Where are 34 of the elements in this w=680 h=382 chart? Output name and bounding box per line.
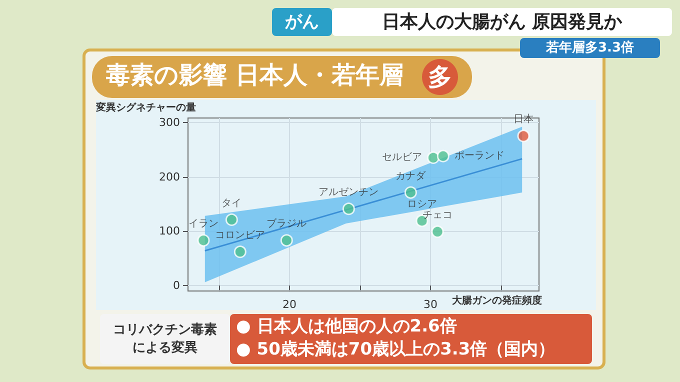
data-label: ポーランド: [454, 150, 504, 162]
data-label: セルビア: [382, 152, 422, 164]
text: 若年層多3.3倍: [544, 40, 634, 56]
point: [280, 234, 293, 247]
point: [517, 130, 530, 142]
text: 日本人の大腸がん 原因発見か: [382, 12, 624, 32]
data-label: コロンビア: [215, 230, 266, 242]
y-axis-title: 変異シグネチャーの量: [95, 102, 196, 114]
data-label: タイ: [222, 198, 242, 209]
y-tick-label: 100: [159, 224, 180, 238]
text: ● 50歳未満は70歳以上の3.3倍（国内）: [236, 340, 556, 360]
point: [404, 186, 417, 199]
text: ● 日本人は他国の人の2.6倍: [236, 316, 457, 336]
y-tick-label: 200: [159, 170, 180, 184]
point: [342, 202, 355, 216]
point: [427, 151, 440, 164]
data-label: ロシア: [407, 199, 437, 210]
text: がん: [284, 12, 319, 32]
data-label: カナダ: [396, 170, 427, 182]
point: [197, 234, 210, 247]
point: [431, 225, 444, 238]
y-tick-label: 300: [159, 116, 180, 129]
point: [225, 213, 238, 226]
point: [234, 246, 246, 258]
point: [436, 150, 450, 162]
text: 多: [428, 63, 452, 91]
y-tick-label: 0: [173, 279, 180, 292]
x-tick-label: 30: [423, 298, 438, 311]
data-label: チェコ: [422, 210, 453, 221]
x-axis-title: 大腸ガンの発症頻度: [451, 294, 542, 306]
chart-title: 毒素の影響 日本人・若年層: [105, 61, 404, 89]
text: コリバクチン毒素による変異: [113, 322, 217, 356]
data-label: ブラジル: [266, 218, 307, 230]
x-tick-label: 20: [282, 298, 296, 311]
